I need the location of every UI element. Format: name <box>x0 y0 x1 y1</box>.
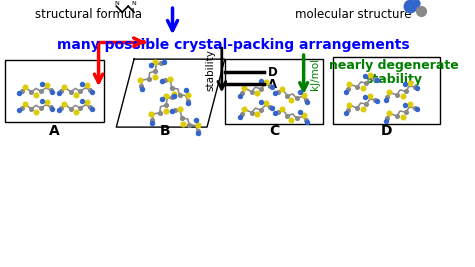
Text: kJ/mol: kJ/mol <box>311 58 321 90</box>
Bar <box>225 59 323 124</box>
Text: structural formula: structural formula <box>35 8 142 21</box>
Text: C: C <box>269 124 279 138</box>
Bar <box>5 60 104 122</box>
Text: stability: stability <box>366 73 423 86</box>
Text: N: N <box>114 1 119 6</box>
Text: D: D <box>380 124 392 138</box>
Text: molecular structure: molecular structure <box>294 8 411 21</box>
Text: stability: stability <box>205 49 215 91</box>
Text: D: D <box>268 66 278 79</box>
Bar <box>333 57 440 124</box>
Text: A: A <box>268 78 277 91</box>
Text: nearly degenerate: nearly degenerate <box>330 59 459 72</box>
Text: B: B <box>159 124 170 138</box>
Text: N: N <box>132 1 136 6</box>
Text: A: A <box>49 124 59 138</box>
Text: many possible crystal-packing arrangements: many possible crystal-packing arrangemen… <box>57 38 410 52</box>
